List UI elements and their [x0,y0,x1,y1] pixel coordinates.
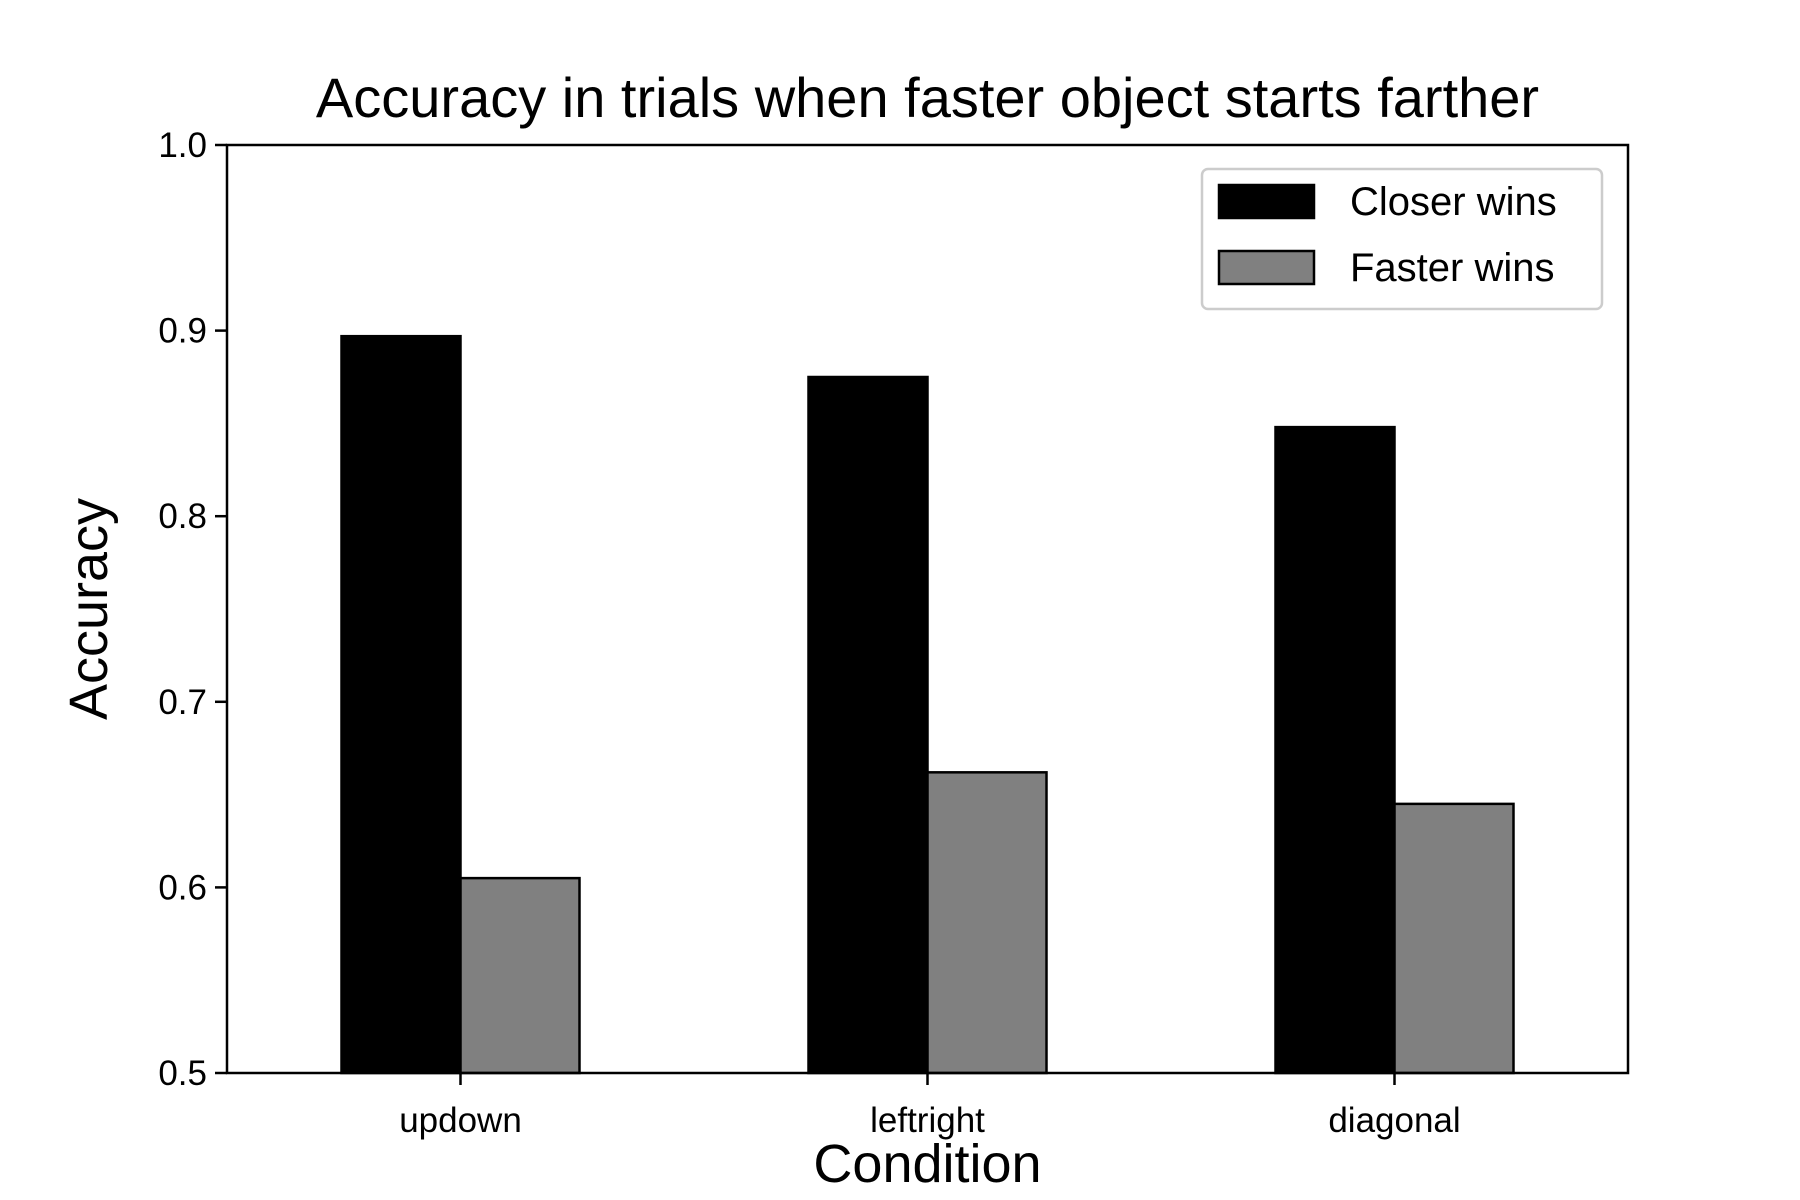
x-tick-label: updown [399,1101,522,1140]
y-axis-label: Accuracy [59,498,119,720]
y-tick-label: 0.9 [158,312,207,351]
y-axis-ticks: 0.5 0.6 0.7 0.8 0.9 1.0 [158,126,227,1093]
legend: Closer wins Faster wins [1200,167,1604,311]
chart-title: Accuracy in trials when faster object st… [316,66,1539,129]
x-tick-label: leftright [870,1101,985,1140]
bar-faster-wins-updown [459,876,581,1075]
y-tick-label: 0.8 [158,497,207,536]
legend-swatch [1217,249,1316,286]
bars-group [340,334,1515,1075]
legend-label: Closer wins [1350,180,1557,224]
y-tick-label: 0.5 [158,1054,207,1093]
x-axis-label: Condition [813,1134,1041,1194]
bar-closer-wins-leftright [807,375,929,1075]
x-axis-ticks: updown leftright diagonal [399,1073,1461,1140]
y-tick-label: 1.0 [158,126,207,165]
legend-label: Faster wins [1350,246,1555,290]
legend-swatch [1217,183,1316,220]
y-tick-label: 0.6 [158,868,207,907]
y-tick-label: 0.7 [158,683,207,722]
bar-closer-wins-updown [340,334,462,1075]
bar-closer-wins-diagonal [1274,425,1396,1075]
x-tick-label: diagonal [1328,1101,1460,1140]
bar-faster-wins-leftright [926,771,1048,1075]
bar-faster-wins-diagonal [1393,802,1515,1075]
